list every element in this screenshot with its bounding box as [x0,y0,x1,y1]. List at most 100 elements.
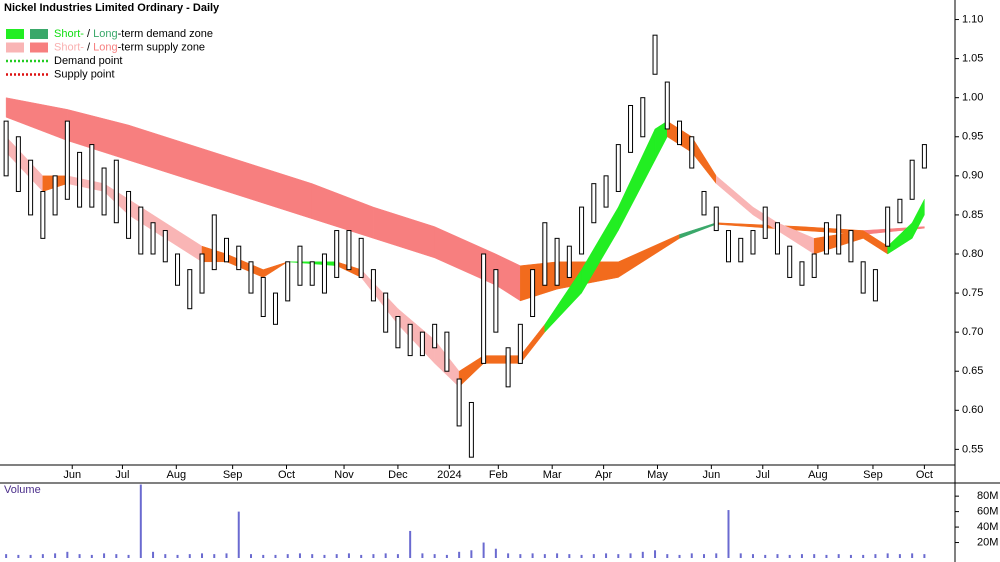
price-bar [101,167,107,216]
legend-label: Supply point [54,68,115,80]
y-tick-label: 1.05 [962,53,983,65]
price-bar [468,401,474,458]
price-bar [848,230,854,263]
legend-label: Short- / Long-term supply zone [54,41,205,53]
price-bar [628,105,634,153]
volume-bar [29,554,32,558]
volume-bar [286,554,289,558]
volume-bar [54,553,57,558]
price-bar [823,222,829,255]
volume-bar [66,551,69,558]
x-tick-label: Jul [115,469,129,481]
y-tick-label: 0.60 [962,404,983,416]
volume-bar [543,554,546,558]
volume-bar [886,553,889,558]
volume-bar [188,554,191,558]
price-bar [542,222,548,286]
price-bar [774,222,780,255]
x-tick-label: Sep [863,469,883,481]
price-bar [395,316,401,349]
volume-bar [274,554,277,558]
price-bar [836,214,842,255]
volume-bar [470,550,473,558]
legend-text: / [84,41,93,53]
legend-swatch [6,42,24,53]
legend-text: -term demand zone [118,28,213,40]
price-bar [554,237,560,286]
volume-bar [531,553,534,558]
volume-bar [727,510,730,558]
price-bar [321,253,327,294]
price-bar [481,253,487,364]
legend-text: / [84,28,93,40]
volume-bar [849,554,852,558]
x-tick-label: Feb [489,469,508,481]
legend-text: Demand point [54,55,123,67]
volume-bar [568,554,571,558]
volume-bar [17,554,20,558]
volume-bar [617,554,620,558]
volume-bar [629,553,632,558]
price-bar [811,253,817,278]
volume-bar [323,554,326,558]
volume-bar [580,554,583,558]
volume-bar [372,554,375,558]
volume-bar [78,554,81,558]
volume-bar [776,554,779,558]
price-bar [40,190,46,239]
price-bar [334,230,340,278]
price-bar [199,253,205,294]
volume-bar [482,542,485,558]
volume-bar [396,554,399,558]
volume-bar [764,554,767,558]
legend-text: Supply point [54,68,115,80]
price-bar [799,261,805,286]
volume-bar [201,553,204,558]
volume-tick-label: 40M [977,521,998,533]
volume-bar [115,554,118,558]
price-bar [52,175,58,216]
price-bar [713,206,719,232]
price-bar [689,136,695,169]
price-bar [750,230,756,255]
price-bar [456,378,462,427]
y-tick-label: 0.70 [962,326,983,338]
price-bar [493,269,499,333]
volume-bar [862,554,865,558]
price-bar [224,237,230,263]
price-bar [872,269,878,302]
legend-text: Short- [54,41,84,53]
volume-bar [666,554,669,558]
volume-bar [103,553,106,558]
volume-bar [678,554,681,558]
volume-bar [751,554,754,558]
volume-bar [825,554,828,558]
price-bar [860,261,866,294]
price-bar [603,175,609,208]
volume-bar [164,554,167,558]
legend-text: Long [93,28,117,40]
price-bar [738,237,744,263]
price-bar [285,261,291,302]
price-bar [505,347,511,388]
price-bar [591,183,597,224]
legend-swatch [30,42,48,53]
price-bar [64,120,70,200]
volume-bar [837,554,840,558]
x-tick-label: Jun [63,469,81,481]
volume-bar [176,554,179,558]
price-bar [272,292,278,325]
volume-bar [874,554,877,558]
price-bar [126,190,132,239]
legend-text: -term supply zone [118,41,205,53]
volume-bar [421,553,424,558]
price-bar [664,81,670,130]
volume-bar [127,554,130,558]
volume-bar [262,554,265,558]
x-tick-label: Jul [756,469,770,481]
price-bar [309,261,315,286]
price-bar [150,222,156,255]
volume-bar [556,553,559,558]
price-bar [566,245,572,278]
